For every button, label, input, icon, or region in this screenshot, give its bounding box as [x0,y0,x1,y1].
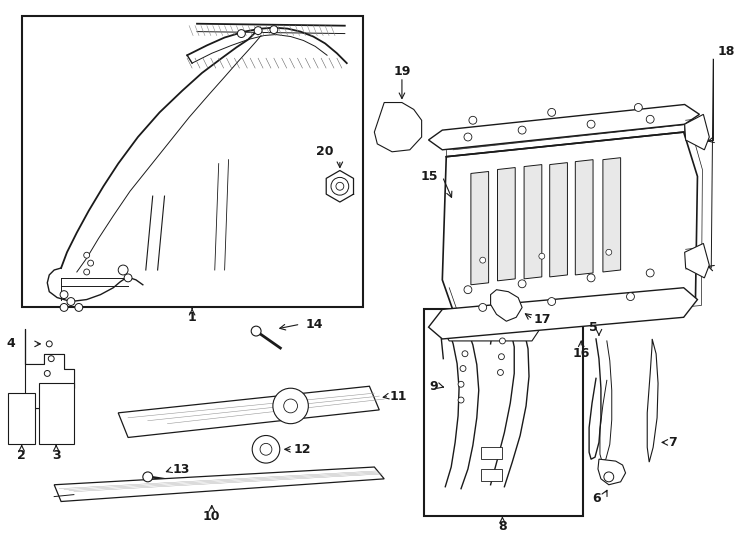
Text: 16: 16 [573,347,590,360]
Circle shape [548,298,556,306]
Text: 10: 10 [203,510,220,523]
Circle shape [44,370,50,376]
Circle shape [48,356,54,362]
Text: 2: 2 [18,449,26,462]
Circle shape [260,443,272,455]
Polygon shape [498,167,515,281]
Circle shape [143,472,153,482]
Circle shape [399,141,405,147]
Bar [424,309,584,516]
Circle shape [604,472,614,482]
Polygon shape [443,318,539,341]
Circle shape [251,326,261,336]
Polygon shape [54,467,384,502]
Circle shape [60,291,68,299]
Polygon shape [471,172,489,285]
Text: 7: 7 [668,436,677,449]
Polygon shape [118,386,379,437]
Polygon shape [685,244,709,278]
Bar [481,469,502,481]
Circle shape [60,303,68,312]
Circle shape [480,257,486,263]
Polygon shape [429,288,697,339]
Circle shape [460,366,466,372]
Circle shape [479,303,487,312]
Circle shape [498,354,504,360]
Bar [8,393,35,444]
Circle shape [548,109,556,116]
Text: 6: 6 [592,492,601,505]
Circle shape [462,351,468,357]
Circle shape [385,138,391,144]
Circle shape [84,252,90,258]
Circle shape [634,104,642,111]
Polygon shape [647,339,658,462]
Circle shape [464,286,472,294]
Circle shape [254,26,262,35]
Circle shape [237,30,245,37]
Polygon shape [490,289,522,321]
Circle shape [464,133,472,141]
Circle shape [409,129,415,135]
Text: 19: 19 [393,64,410,78]
Circle shape [67,298,75,306]
Text: 17: 17 [534,313,551,326]
Text: 14: 14 [305,318,323,330]
Polygon shape [429,105,700,150]
Text: 13: 13 [172,463,190,476]
Circle shape [498,369,504,375]
Circle shape [75,303,83,312]
Circle shape [499,338,506,344]
Text: 11: 11 [389,389,407,403]
Bar [40,383,74,444]
Polygon shape [598,459,625,485]
Polygon shape [25,329,74,413]
Circle shape [284,399,297,413]
Polygon shape [550,163,567,277]
Text: 3: 3 [52,449,60,462]
Text: 20: 20 [316,145,334,158]
Circle shape [331,178,349,195]
Circle shape [46,341,52,347]
Text: 5: 5 [589,321,597,334]
Polygon shape [374,103,421,152]
Circle shape [273,388,308,424]
Circle shape [458,397,464,403]
Bar [22,16,363,307]
Polygon shape [685,114,709,150]
Polygon shape [575,160,593,275]
Text: 1: 1 [188,311,197,324]
Circle shape [252,435,280,463]
Circle shape [458,381,464,387]
Polygon shape [443,132,697,319]
Circle shape [383,125,389,131]
Circle shape [118,265,128,275]
Bar [481,447,502,459]
Circle shape [270,26,277,33]
Text: 18: 18 [717,45,734,58]
Circle shape [646,269,654,277]
Circle shape [87,260,94,266]
Circle shape [336,183,344,190]
Circle shape [124,274,132,282]
Text: 9: 9 [429,380,437,393]
Polygon shape [603,158,621,272]
Text: 12: 12 [294,443,311,456]
Text: 8: 8 [498,519,506,532]
Text: 4: 4 [6,338,15,350]
Circle shape [469,116,477,124]
Circle shape [84,269,90,275]
Polygon shape [524,165,542,279]
Circle shape [539,253,545,259]
Circle shape [381,112,387,118]
Circle shape [587,120,595,128]
Circle shape [518,280,526,288]
Circle shape [587,274,595,282]
Circle shape [646,116,654,123]
Circle shape [627,293,634,301]
Circle shape [606,249,611,255]
Text: 15: 15 [421,170,438,183]
Circle shape [518,126,526,134]
